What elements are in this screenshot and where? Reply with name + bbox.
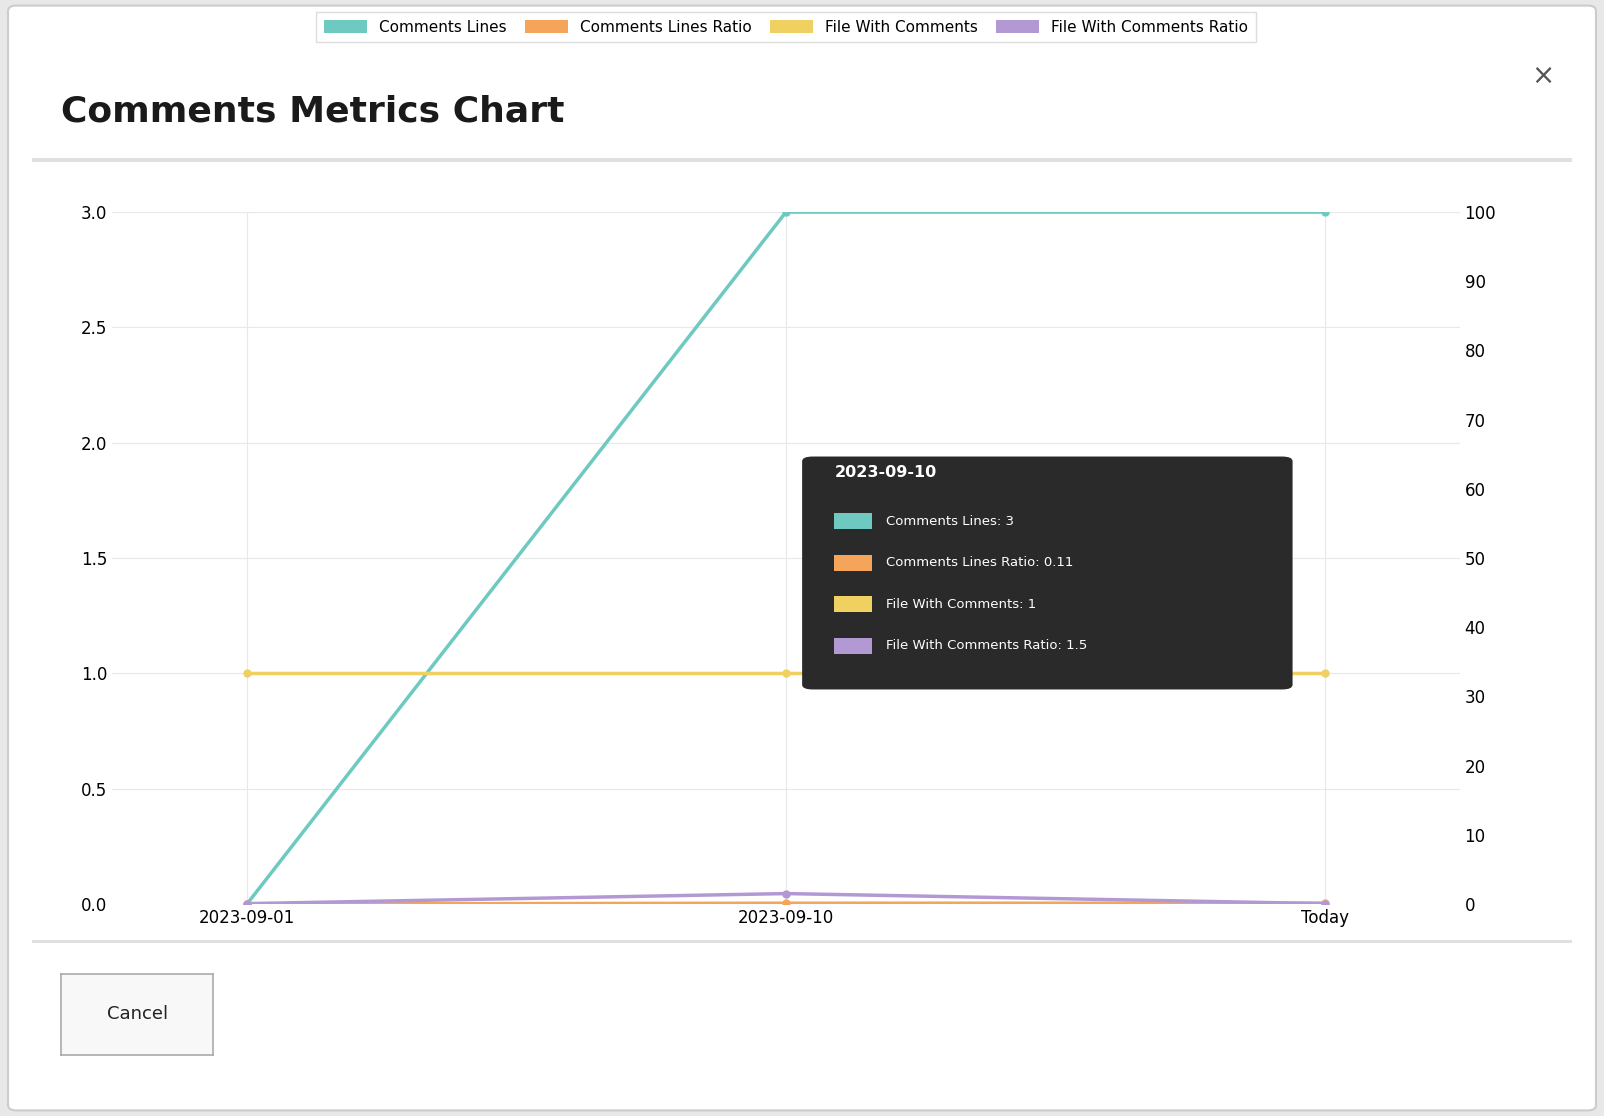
FancyBboxPatch shape (834, 596, 873, 613)
Text: ×: × (1532, 61, 1554, 89)
FancyBboxPatch shape (802, 456, 1293, 690)
Text: File With Comments Ratio: 1.5: File With Comments Ratio: 1.5 (885, 639, 1088, 652)
Text: File With Comments: 1: File With Comments: 1 (885, 598, 1036, 610)
Legend: Comments Lines, Comments Lines Ratio, File With Comments, File With Comments Rat: Comments Lines, Comments Lines Ratio, Fi… (316, 12, 1256, 42)
Text: Cancel: Cancel (106, 1006, 168, 1023)
FancyBboxPatch shape (834, 513, 873, 529)
Text: 2023-09-10: 2023-09-10 (834, 465, 937, 480)
FancyBboxPatch shape (834, 637, 873, 654)
Text: Comments Metrics Chart: Comments Metrics Chart (61, 95, 565, 128)
Text: Comments Lines: 3: Comments Lines: 3 (885, 514, 1014, 528)
Text: Comments Lines Ratio: 0.11: Comments Lines Ratio: 0.11 (885, 556, 1073, 569)
FancyBboxPatch shape (834, 555, 873, 570)
